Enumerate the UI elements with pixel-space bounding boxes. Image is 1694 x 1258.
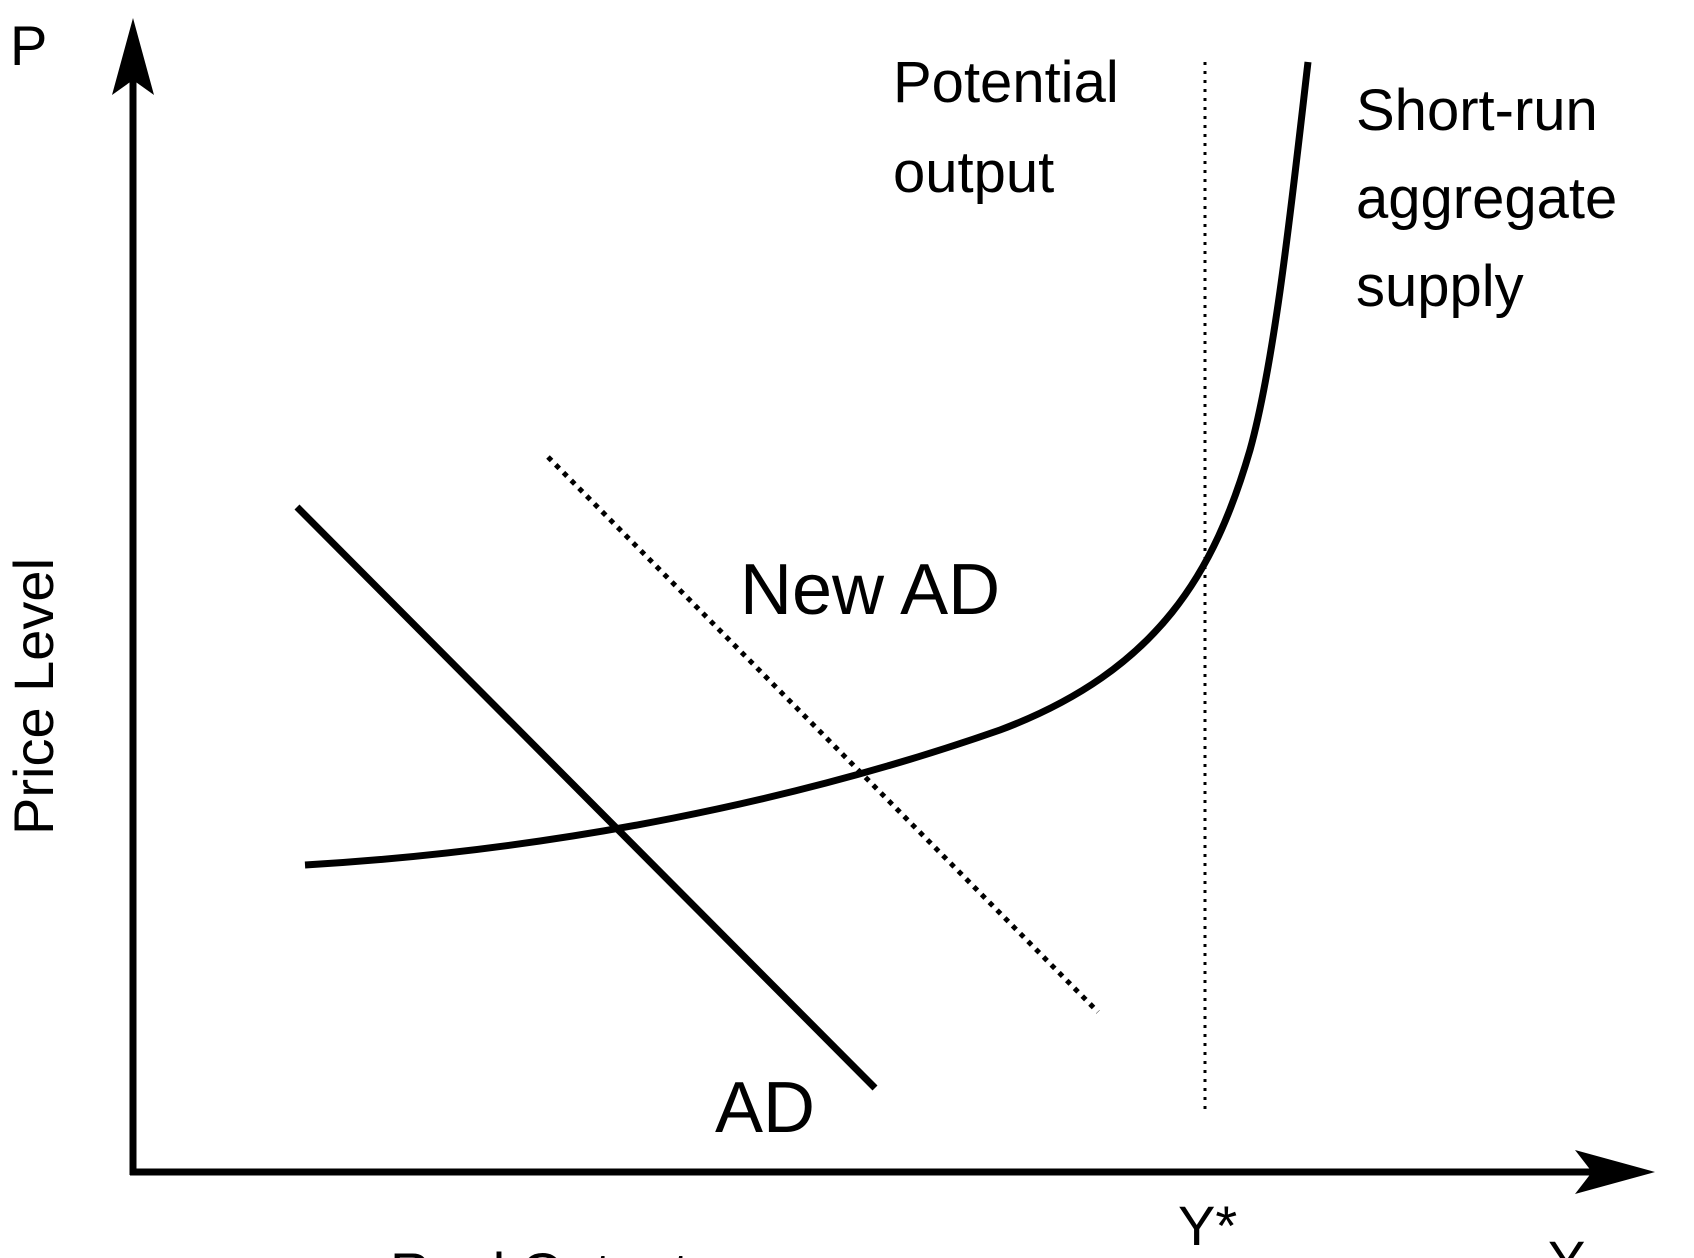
sras-label-line-3: supply (1356, 254, 1524, 319)
sras-label: Short-run aggregate supply (1356, 78, 1633, 319)
y-axis-letter: P (10, 14, 47, 77)
potential-output-label: Potential output (893, 50, 1135, 205)
ad-curve (294, 504, 878, 1091)
sras-curve (304, 61, 1312, 869)
x-axis-title: Real Output (390, 1241, 689, 1258)
x-axis-letter: Y (1548, 1229, 1585, 1258)
new-ad-curve (546, 455, 1100, 1014)
x-axis-arrowhead (1575, 1150, 1655, 1194)
potential-output-label-line-1: Potential (893, 50, 1119, 115)
axes (112, 18, 1655, 1194)
potential-output-label-line-2: output (893, 140, 1054, 205)
ad-label: AD (715, 1068, 815, 1148)
potential-output-tick-label: Y* (1178, 1194, 1237, 1257)
sras-label-line-1: Short-run (1356, 78, 1598, 143)
sras-label-line-2: aggregate (1356, 166, 1617, 231)
y-axis-title: Price Level (2, 558, 65, 835)
new-ad-label: New AD (740, 550, 1000, 630)
y-axis-arrowhead (112, 18, 154, 95)
